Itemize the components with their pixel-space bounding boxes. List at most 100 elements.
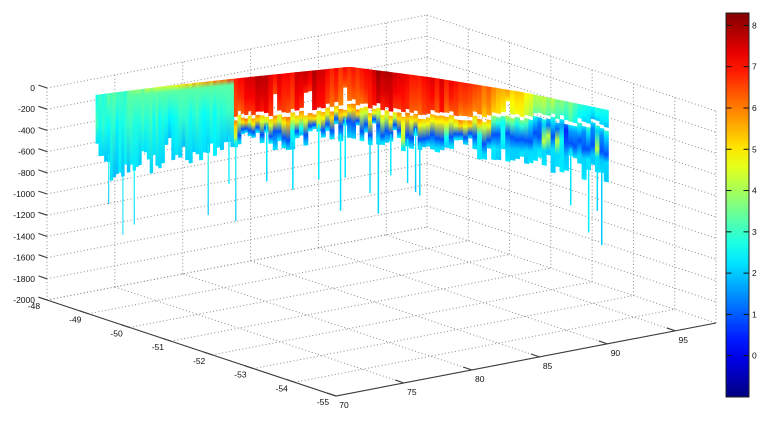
curtain-strip-upper xyxy=(264,75,269,114)
curtain-strip-lower xyxy=(495,116,502,161)
grid-line-floor-y xyxy=(253,295,634,370)
curtain-strip-upper xyxy=(599,108,605,126)
curtain-strip-lower xyxy=(294,115,300,139)
curtain-strip-upper xyxy=(325,68,331,104)
curtain-strip-lower xyxy=(380,114,385,146)
curtain-strip-lower xyxy=(338,108,344,142)
curtain-strip-upper xyxy=(500,88,506,113)
curtain-strip xyxy=(188,83,193,164)
curtain-strip-lower xyxy=(467,120,473,139)
curtain-strip-upper xyxy=(405,74,410,110)
x-tick-label: 70 xyxy=(339,400,349,410)
curtain-strip-upper xyxy=(299,71,304,109)
curtain-strip-lower xyxy=(384,110,390,143)
curtain-strip-lower xyxy=(524,117,529,165)
curtain-strip-upper xyxy=(425,76,431,114)
curtain-strip xyxy=(185,83,190,161)
curtain-strip-lower xyxy=(405,112,410,147)
curtain-strip-lower xyxy=(268,118,274,144)
curtain-strip-lower xyxy=(316,110,322,132)
tick-mark xyxy=(120,324,130,328)
curtain-strip-lower xyxy=(514,116,520,160)
curtain-strip-lower xyxy=(590,122,596,166)
tick-mark xyxy=(162,337,172,342)
curtain-deep-spike xyxy=(570,148,572,206)
curtain-strip-lower xyxy=(329,111,335,140)
curtain-strip-upper xyxy=(259,75,265,112)
curtain-strip-lower xyxy=(334,105,339,125)
grid-line-rear-z xyxy=(46,184,428,259)
tick-mark xyxy=(462,366,472,371)
curtain-strip-upper xyxy=(240,77,245,114)
y-tick-label: -52 xyxy=(193,356,206,366)
tick-mark xyxy=(79,310,89,315)
curtain-deep-spike xyxy=(292,141,294,190)
curtain-strip-upper xyxy=(347,67,352,101)
curtain-strip xyxy=(220,79,224,151)
curtain-strip-upper xyxy=(233,78,238,117)
curtain-strip-upper xyxy=(572,102,578,124)
curtain-strip-lower xyxy=(240,117,245,135)
curtain-strip-lower xyxy=(264,116,269,133)
curtain-strip-upper xyxy=(392,72,398,109)
curtain-strip xyxy=(115,92,119,175)
curtain-strip-lower xyxy=(281,116,287,149)
z-tick-label: -1800 xyxy=(13,274,35,284)
curtain-strip-lower xyxy=(325,107,331,132)
grid-floor xyxy=(46,226,717,397)
z-tick-label: -2000 xyxy=(13,295,35,305)
tick-mark xyxy=(666,327,676,332)
curtain-strip-upper xyxy=(559,99,565,116)
curtain-strip xyxy=(155,86,159,166)
curtain-strip-lower xyxy=(409,115,414,149)
curtain-strip-upper xyxy=(255,75,261,112)
curtain-strip-lower xyxy=(303,115,309,146)
curtain-strip-upper xyxy=(384,71,390,108)
curtain-deep-spike xyxy=(369,137,371,194)
grid-line-floor-y xyxy=(294,308,675,383)
curtain-strip-upper xyxy=(594,107,600,122)
x-tick-label: 85 xyxy=(543,361,553,371)
tick-mark xyxy=(38,105,48,110)
curtain-strip-lower xyxy=(481,121,487,160)
curtain-strip-lower xyxy=(244,118,249,133)
curtain-strip-upper xyxy=(448,80,455,112)
curtain-strip-lower xyxy=(363,106,369,133)
tick-mark xyxy=(395,379,405,384)
y-tick-label: -48 xyxy=(28,301,41,311)
x-tick-label: 90 xyxy=(611,348,621,358)
curtain-strip xyxy=(167,85,172,139)
curtain-deep-spike xyxy=(235,139,237,222)
curtain-strip-lower xyxy=(290,112,296,150)
curtain-strip-lower xyxy=(599,127,605,174)
curtain-strip-lower xyxy=(458,119,464,141)
curtain-strip-upper xyxy=(453,81,459,117)
curtain-strip-lower xyxy=(500,115,506,150)
curtain-strip-lower xyxy=(550,116,556,174)
curtain-strip-upper xyxy=(568,101,574,123)
curtain-strip-lower xyxy=(546,118,552,156)
curtain-strip-upper xyxy=(320,69,326,109)
grid-line-rear-z xyxy=(46,205,428,280)
curtain-strip-upper xyxy=(244,77,249,116)
tick-mark xyxy=(244,365,254,370)
curtain-deep-spike xyxy=(122,169,124,235)
curtain-strip-lower xyxy=(272,115,278,151)
curtain-strip-upper xyxy=(388,71,394,112)
curtain-strip-upper xyxy=(495,87,502,114)
curtain-strip-upper xyxy=(463,82,469,117)
curtain-strip-upper xyxy=(376,70,381,104)
curtain-strip xyxy=(146,88,151,160)
y-tick-label: -53 xyxy=(234,370,247,380)
curtain-deep-spike xyxy=(108,154,110,205)
curtain-strip-upper xyxy=(351,67,356,100)
curtain-strip-upper xyxy=(251,76,256,116)
curtain-strip-lower xyxy=(541,118,547,166)
curtain-strip xyxy=(95,94,99,144)
tick-mark xyxy=(203,351,213,356)
curtain-strip xyxy=(209,80,214,144)
curtain-strip-lower xyxy=(307,112,313,132)
curtain-strip-upper xyxy=(312,70,317,111)
grid-line-floor-y xyxy=(212,281,593,356)
curtain-deep-spike xyxy=(207,145,209,216)
